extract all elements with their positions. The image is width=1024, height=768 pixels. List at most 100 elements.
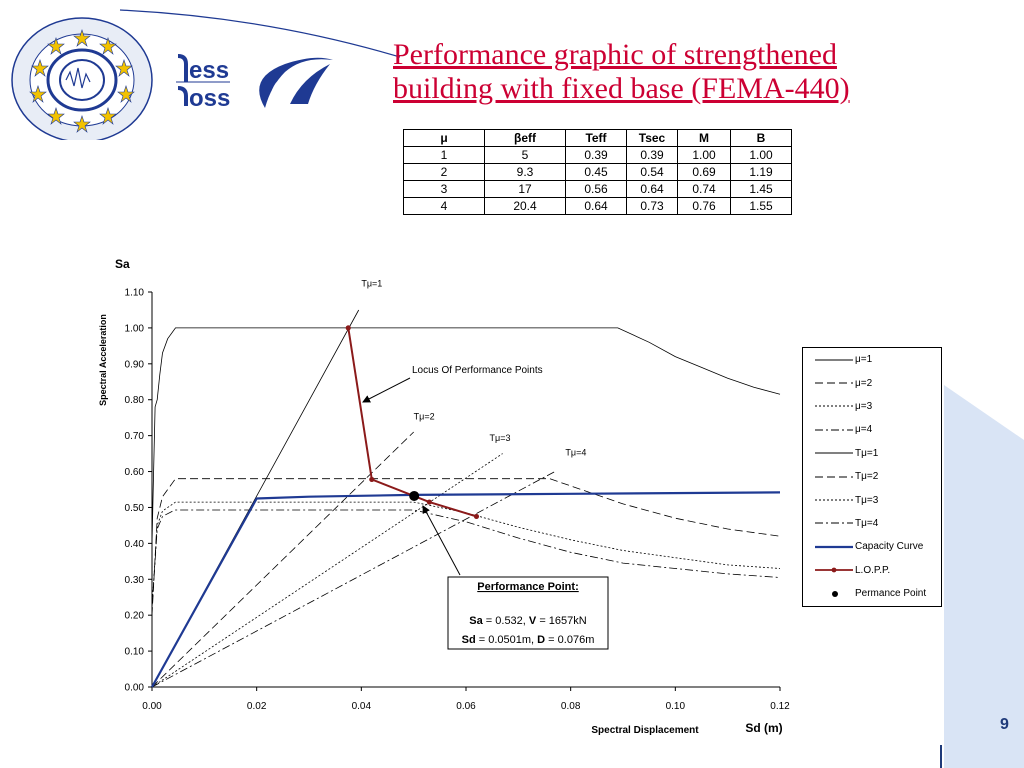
table-row: 1 5 0.39 0.39 1.00 1.00 <box>403 146 792 164</box>
chart-svg: 0.00 0.10 0.20 0.30 0.40 0.50 0.60 0.70 0.80 0.90… <box>98 257 790 736</box>
chart-legend: μ=1 μ=2 μ=3 μ=4 Tμ=1 Tμ=2 Tμ=3 Tμ=4 Capacity Cur… <box>802 347 942 607</box>
x-tick-label: 0.08 <box>561 701 581 712</box>
series-t-4-line <box>151 471 556 688</box>
y-tick-label: 0.20 <box>125 611 145 622</box>
series-l-o-p-p--line <box>347 327 477 518</box>
x-tick-label: 0.10 <box>666 701 686 712</box>
table-header: μ <box>403 129 485 147</box>
decorative-corner <box>944 385 1024 768</box>
legend-label: L.O.P.P. <box>855 564 891 576</box>
logo-area: ess oss <box>0 0 521 143</box>
performance-point-box: Performance Point: Sa = 0.532, V = 1657k… <box>447 576 609 650</box>
x-tick-label: 0.06 <box>456 701 476 712</box>
legend-label: μ=3 <box>855 400 873 412</box>
x-axis-title: Spectral Displacement <box>591 725 699 736</box>
legend-item: μ=3 <box>803 395 941 418</box>
tmu-label: Tμ=2 <box>414 411 435 421</box>
y-tick-label: 0.60 <box>125 467 145 478</box>
table-cell: 0.74 <box>677 180 731 198</box>
tmu-label: Tμ=3 <box>490 433 511 443</box>
logo-text-bottom: oss <box>189 85 230 112</box>
project-logo-icon <box>11 17 153 143</box>
locus-arrow <box>362 377 411 403</box>
table-cell: 9.3 <box>484 163 566 181</box>
table-header: M <box>677 129 731 147</box>
table-cell: 1.19 <box>730 163 792 181</box>
table-header: Teff <box>565 129 627 147</box>
table-cell: 0.39 <box>626 146 678 164</box>
locus-annotation: Locus Of Performance Points <box>412 365 543 376</box>
legend-item: Capacity Curve <box>803 535 941 558</box>
legend-swatch <box>815 522 853 524</box>
y-tick-label: 0.50 <box>125 503 145 514</box>
tmu-label: Tμ=4 <box>565 447 586 457</box>
lopp-point <box>369 476 375 483</box>
bottom-accent-bar <box>940 745 942 768</box>
performance-point-marker <box>409 490 420 501</box>
table-cell: 1.00 <box>730 146 792 164</box>
table-cell: 2 <box>403 163 485 181</box>
legend-swatch <box>815 406 853 407</box>
brand-mark: ess oss <box>176 54 230 112</box>
legend-swatch <box>815 545 853 548</box>
series-capacity-curve-line <box>151 491 781 688</box>
legend-label: Tμ=2 <box>855 471 879 483</box>
table-row: 2 9.3 0.45 0.54 0.69 1.19 <box>403 163 792 181</box>
x-tick-label: 0.04 <box>352 701 372 712</box>
logo-text-top: ess <box>189 57 229 84</box>
legend-item: Permance Point <box>803 582 941 605</box>
legend-label: Permance Point <box>855 588 927 600</box>
table-cell: 0.69 <box>677 163 731 181</box>
legend-label: Tμ=4 <box>855 517 879 529</box>
table-cell: 1.55 <box>730 197 792 215</box>
legend-label: Capacity Curve <box>855 541 924 553</box>
table-cell: 3 <box>403 180 485 198</box>
table-cell: 17 <box>484 180 566 198</box>
legend-item: Tμ=2 <box>803 465 941 488</box>
legend-swatch <box>832 590 838 597</box>
pp-title: Performance Point: <box>477 581 578 593</box>
legend-label: Tμ=1 <box>855 447 879 459</box>
legend-swatch <box>815 359 853 361</box>
y-tick-label: 0.70 <box>125 431 145 442</box>
legend-swatch <box>815 382 853 384</box>
table-cell: 0.64 <box>626 180 678 198</box>
series-t-3-line <box>151 453 503 688</box>
lopp-point <box>345 325 351 331</box>
table-cell: 1.00 <box>677 146 731 164</box>
legend-label: Tμ=3 <box>855 494 879 506</box>
x-tick-label: 0.12 <box>770 701 790 712</box>
title-line-2: building with fixed base (FEMA-440) <box>393 72 850 105</box>
performance-chart: 0.00 0.10 0.20 0.30 0.40 0.50 0.60 0.70 0.80 0.90… <box>90 250 790 750</box>
lopp-point <box>473 513 480 520</box>
legend-label: μ=2 <box>855 377 873 389</box>
table-header: B <box>730 129 792 147</box>
table-cell: 0.64 <box>565 197 627 215</box>
legend-swatch <box>815 476 853 478</box>
y-tick-label: 0.00 <box>125 683 145 694</box>
table-header-row: μ βeff Teff Tsec M B <box>403 129 792 147</box>
y-tick-label: 1.10 <box>125 288 145 299</box>
legend-item: μ=4 <box>803 418 941 441</box>
table-cell: 1.45 <box>730 180 792 198</box>
table-cell: 0.54 <box>626 163 678 181</box>
x-tick-label: 0.02 <box>247 701 267 712</box>
legend-item: L.O.P.P. <box>803 559 941 582</box>
y-tick-label: 1.00 <box>125 323 145 334</box>
legend-swatch <box>815 429 853 431</box>
y-axis-title: Spectral Acceleration <box>98 314 108 406</box>
table-cell: 20.4 <box>484 197 566 215</box>
table-cell: 0.56 <box>565 180 627 198</box>
page-number: 9 <box>1000 716 1009 733</box>
y-tick-label: 0.80 <box>125 395 145 406</box>
y-tick-label: 0.10 <box>125 647 145 658</box>
table-cell: 0.45 <box>565 163 627 181</box>
legend-label: μ=4 <box>855 424 873 436</box>
legend-item: Tμ=3 <box>803 488 941 511</box>
table-cell: 0.73 <box>626 197 678 215</box>
table-header: Tsec <box>626 129 678 147</box>
legend-item: Tμ=4 <box>803 512 941 535</box>
title-line-1: Performance graphic of strengthened <box>393 38 837 71</box>
top-axis-label: Sa <box>115 257 130 271</box>
slide-title: Performance graphic of strengthened buil… <box>393 38 953 106</box>
